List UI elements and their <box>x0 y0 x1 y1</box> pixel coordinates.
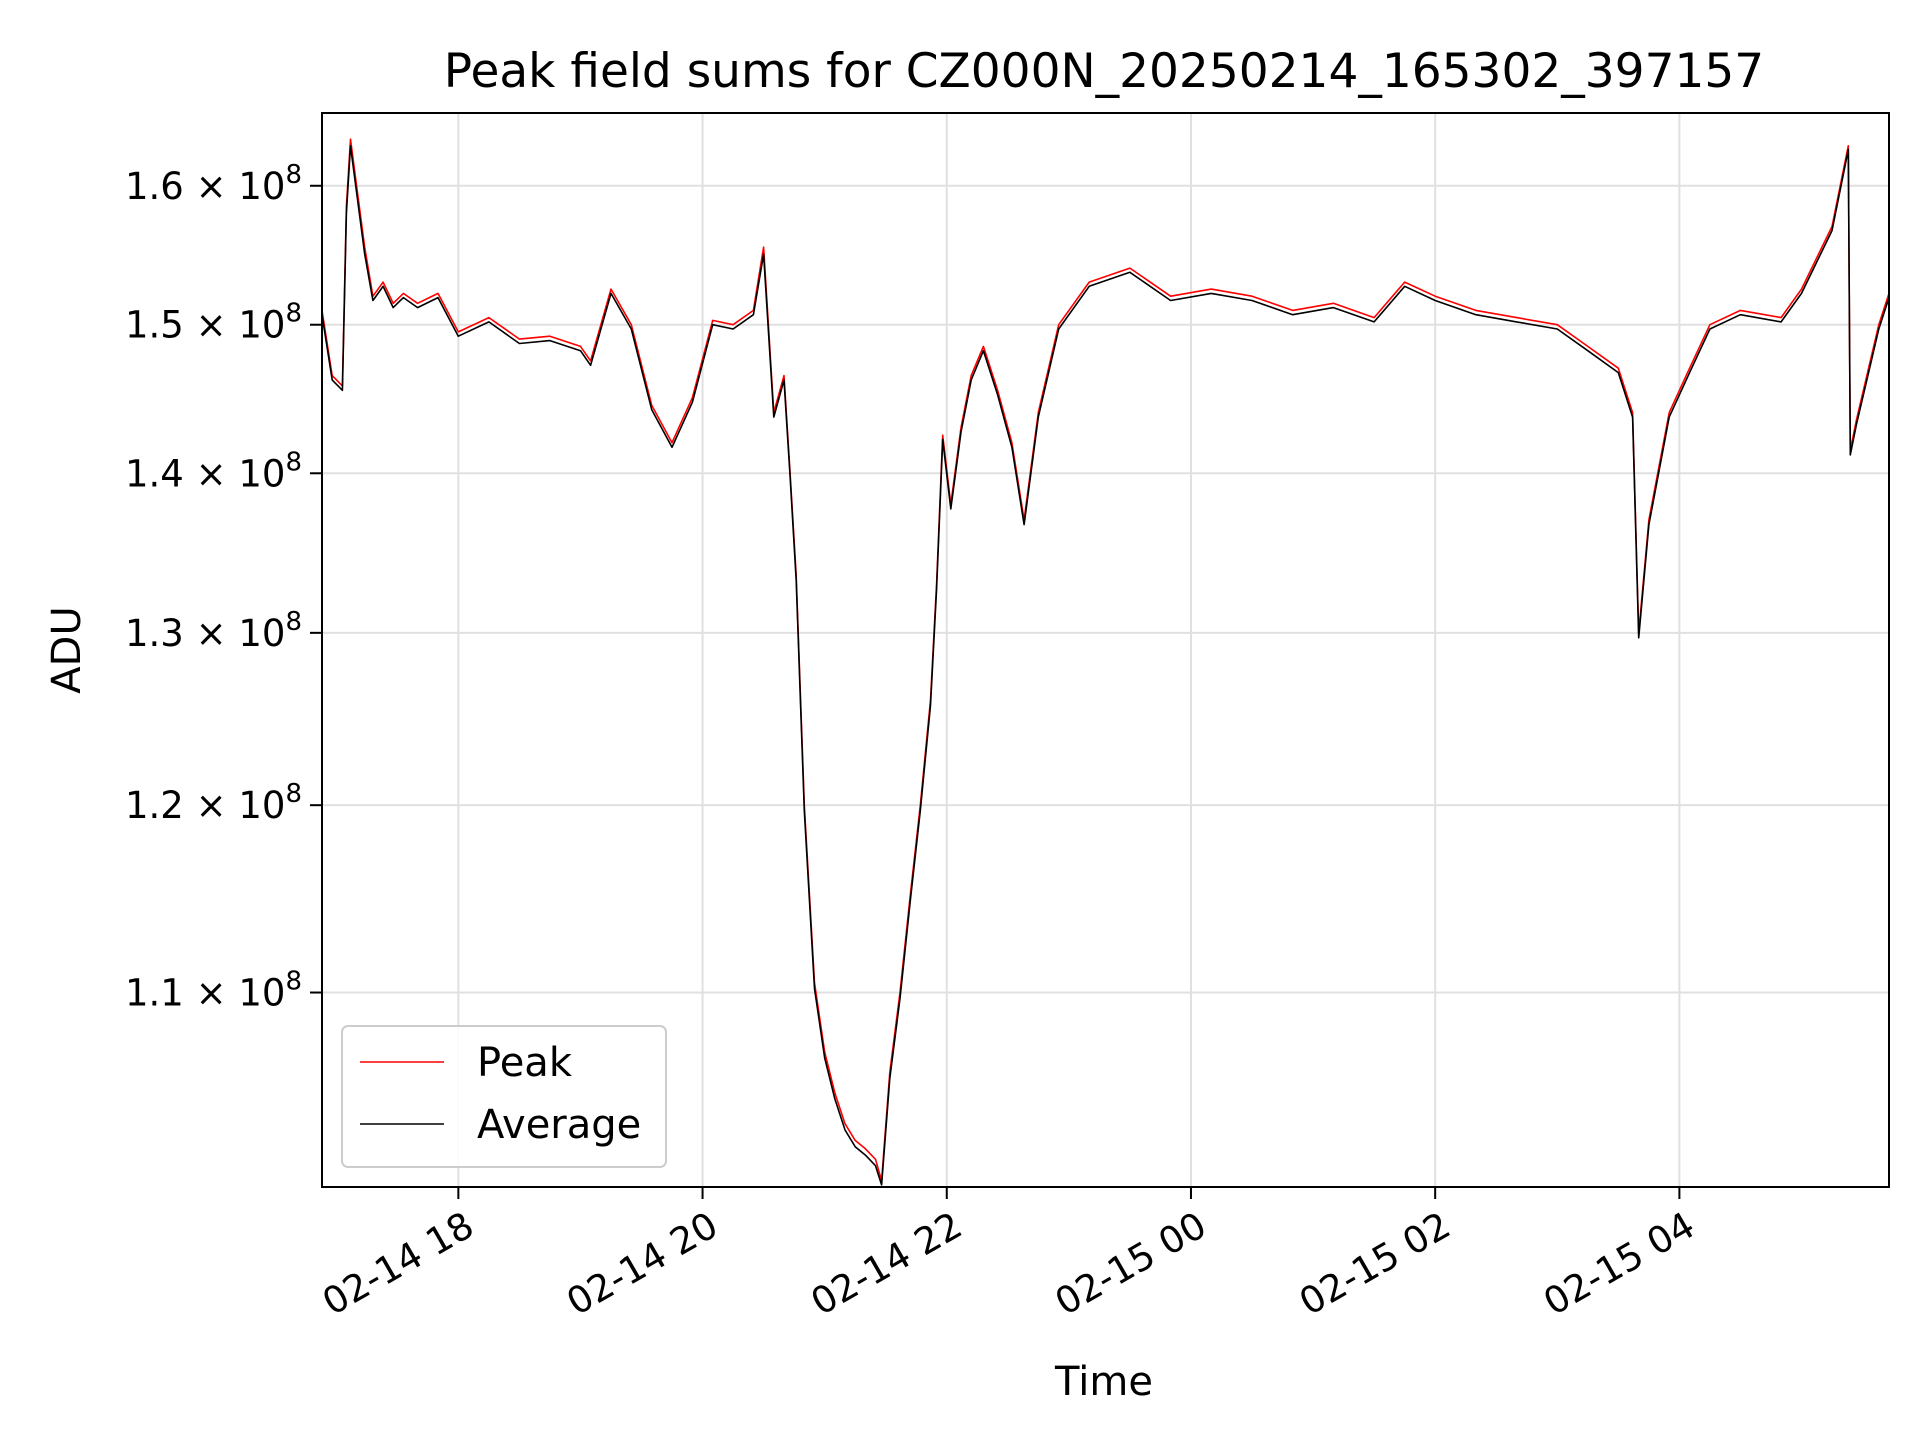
y-tick-label: 1.5 × 108 <box>125 299 302 347</box>
y-tick-base: 10 <box>238 612 285 655</box>
y-tick-base: 10 <box>238 165 285 208</box>
y-tick-exponent: 8 <box>285 447 302 477</box>
chart-title: Peak field sums for CZ000N_20250214_1653… <box>444 44 1764 99</box>
legend: Peak Average <box>341 1025 667 1168</box>
y-tick-exponent: 8 <box>285 779 302 809</box>
y-axis-label: ADU <box>44 606 90 693</box>
y-tick-mantissa: 1.2 <box>125 784 196 827</box>
y-tick-mantissa: 1.1 <box>125 972 196 1015</box>
y-tick-mantissa: 1.4 <box>125 452 196 495</box>
y-tick-exponent: 8 <box>285 299 302 329</box>
y-tick-exponent: 8 <box>285 160 302 190</box>
series-layer <box>321 138 1890 1186</box>
y-tick-times: × <box>196 972 239 1015</box>
y-tick-mantissa: 1.3 <box>125 612 196 655</box>
y-tick-label: 1.1 × 108 <box>125 967 302 1015</box>
y-tick-base: 10 <box>238 784 285 827</box>
y-tick-times: × <box>196 612 239 655</box>
y-tick-times: × <box>196 304 239 347</box>
legend-label-average: Average <box>477 1102 641 1148</box>
y-tick-exponent: 8 <box>285 607 302 637</box>
y-tick-base: 10 <box>238 972 285 1015</box>
y-tick-base: 10 <box>238 452 285 495</box>
y-tick-label: 1.3 × 108 <box>125 607 302 655</box>
y-tick-mantissa: 1.5 <box>125 304 196 347</box>
plot-frame <box>321 112 1890 1188</box>
y-tick-label: 1.2 × 108 <box>125 779 302 827</box>
y-tick-exponent: 8 <box>285 967 302 997</box>
legend-label-peak: Peak <box>477 1040 573 1086</box>
y-tick-mantissa: 1.6 <box>125 165 196 208</box>
y-tick-times: × <box>196 784 239 827</box>
y-tick-label: 1.6 × 108 <box>125 160 302 208</box>
x-axis-label: Time <box>1054 1359 1153 1405</box>
plot-area <box>322 113 1889 1187</box>
y-tick-base: 10 <box>238 304 285 347</box>
series-line-average <box>321 145 1890 1186</box>
y-tick-times: × <box>196 165 239 208</box>
y-tick-label: 1.4 × 108 <box>125 447 302 495</box>
y-tick-times: × <box>196 452 239 495</box>
grid <box>322 113 1889 1187</box>
